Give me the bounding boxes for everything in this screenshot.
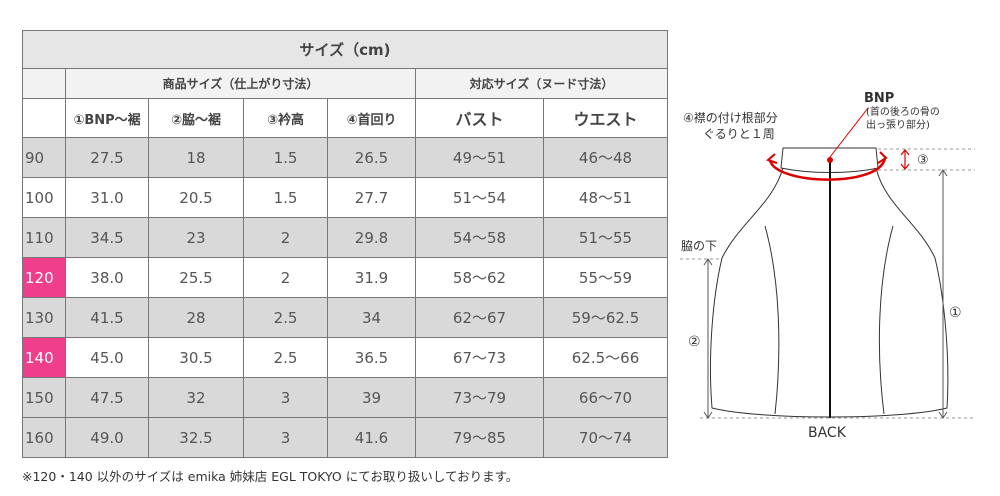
value-cell: 2 xyxy=(243,217,328,258)
value-cell: 27.7 xyxy=(327,177,416,218)
value-cell: 34 xyxy=(327,297,416,338)
collar-label: ④襟の付け根部分 xyxy=(683,110,778,125)
table-row: 150 47.5 32 3 39 73〜79 66〜70 xyxy=(22,377,668,418)
arrow-head xyxy=(703,258,713,419)
bnp-label: BNP xyxy=(864,91,894,106)
table-row: 110 34.5 23 2 29.8 54〜58 51〜55 xyxy=(22,217,668,258)
arrow-head xyxy=(766,151,888,164)
column-header: ②脇〜裾 xyxy=(148,98,244,138)
leader-line xyxy=(829,107,869,158)
value-cell: 62.5〜66 xyxy=(543,337,668,378)
value-cell: 20.5 xyxy=(148,177,244,218)
value-cell: 39 xyxy=(327,377,416,418)
value-cell: 54〜58 xyxy=(415,217,544,258)
collar-measure xyxy=(768,157,887,181)
value-cell: 31.9 xyxy=(327,257,416,298)
value-cell: 62〜67 xyxy=(415,297,544,338)
arrow-head xyxy=(900,149,910,170)
collar-label: ぐるりと１周 xyxy=(703,127,775,141)
mark-3: ③ xyxy=(917,153,929,168)
value-cell: 73〜79 xyxy=(415,377,544,418)
mark-2: ② xyxy=(688,334,701,350)
value-cell: 18 xyxy=(148,137,244,178)
value-cell: 51〜54 xyxy=(415,177,544,218)
value-cell: 47.5 xyxy=(65,377,149,418)
seam xyxy=(878,225,894,415)
column-header: ウエスト xyxy=(543,98,668,138)
size-cell: 100 xyxy=(22,177,66,218)
armpit-label: 脇の下 xyxy=(681,239,717,253)
mark-1: ① xyxy=(949,305,962,321)
value-cell: 27.5 xyxy=(65,137,149,178)
value-cell: 79〜85 xyxy=(415,417,544,458)
back-label: BACK xyxy=(808,425,847,441)
value-cell: 36.5 xyxy=(327,337,416,378)
table-row: 120 38.0 25.5 2 31.9 58〜62 55〜59 xyxy=(22,257,668,298)
value-cell: 70〜74 xyxy=(543,417,668,458)
footnote: ※120・140 以外のサイズは emika 姉妹店 EGL TOKYO にてお… xyxy=(22,469,519,484)
value-cell: 49.0 xyxy=(65,417,149,458)
value-cell: 32 xyxy=(148,377,244,418)
arrow-head xyxy=(938,169,948,419)
value-cell: 41.6 xyxy=(327,417,416,458)
value-cell: 45.0 xyxy=(65,337,149,378)
value-cell: 2.5 xyxy=(243,337,328,378)
column-header: バスト xyxy=(415,98,544,138)
value-cell: 26.5 xyxy=(327,137,416,178)
size-cell: 110 xyxy=(22,217,66,258)
bnp-desc: 出っ張り部分) xyxy=(866,118,930,131)
size-cell: 150 xyxy=(22,377,66,418)
value-cell: 46〜48 xyxy=(543,137,668,178)
value-cell: 51〜55 xyxy=(543,217,668,258)
value-cell: 1.5 xyxy=(243,137,328,178)
size-table: サイズ（cm) 商品サイズ（仕上がり寸法） 対応サイズ（ヌード寸法） ①BNP〜… xyxy=(22,30,668,458)
bnp-desc: (首の後ろの骨の xyxy=(866,105,940,118)
seam xyxy=(764,225,780,415)
value-cell: 1.5 xyxy=(243,177,328,218)
size-cell: 120 xyxy=(22,257,66,298)
value-cell: 30.5 xyxy=(148,337,244,378)
table-row: 90 27.5 18 1.5 26.5 49〜51 46〜48 xyxy=(22,137,668,178)
value-cell: 41.5 xyxy=(65,297,149,338)
value-cell: 66〜70 xyxy=(543,377,668,418)
value-cell: 67〜73 xyxy=(415,337,544,378)
table-row: 160 49.0 32.5 3 41.6 79〜85 70〜74 xyxy=(22,417,668,458)
value-cell: 2 xyxy=(243,257,328,298)
value-cell: 3 xyxy=(243,417,328,458)
value-cell: 49〜51 xyxy=(415,137,544,178)
group-header: 対応サイズ（ヌード寸法） xyxy=(415,68,668,99)
table-title: サイズ（cm) xyxy=(22,30,668,69)
table-row: 130 41.5 28 2.5 34 62〜67 59〜62.5 xyxy=(22,297,668,338)
size-cell: 160 xyxy=(22,417,66,458)
column-header: ①BNP〜裾 xyxy=(65,98,149,138)
table-row: 100 31.0 20.5 1.5 27.7 51〜54 48〜51 xyxy=(22,177,668,218)
size-cell: 130 xyxy=(22,297,66,338)
value-cell: 23 xyxy=(148,217,244,258)
value-cell: 32.5 xyxy=(148,417,244,458)
group-header: 商品サイズ（仕上がり寸法） xyxy=(65,68,416,99)
size-cell: 140 xyxy=(22,337,66,378)
bnp-dot xyxy=(827,157,833,163)
size-cell: 90 xyxy=(22,137,66,178)
value-cell: 3 xyxy=(243,377,328,418)
column-header: ③衿高 xyxy=(243,98,328,138)
value-cell: 48〜51 xyxy=(543,177,668,218)
table-row: 140 45.0 30.5 2.5 36.5 67〜73 62.5〜66 xyxy=(22,337,668,378)
value-cell: 31.0 xyxy=(65,177,149,218)
value-cell: 55〜59 xyxy=(543,257,668,298)
